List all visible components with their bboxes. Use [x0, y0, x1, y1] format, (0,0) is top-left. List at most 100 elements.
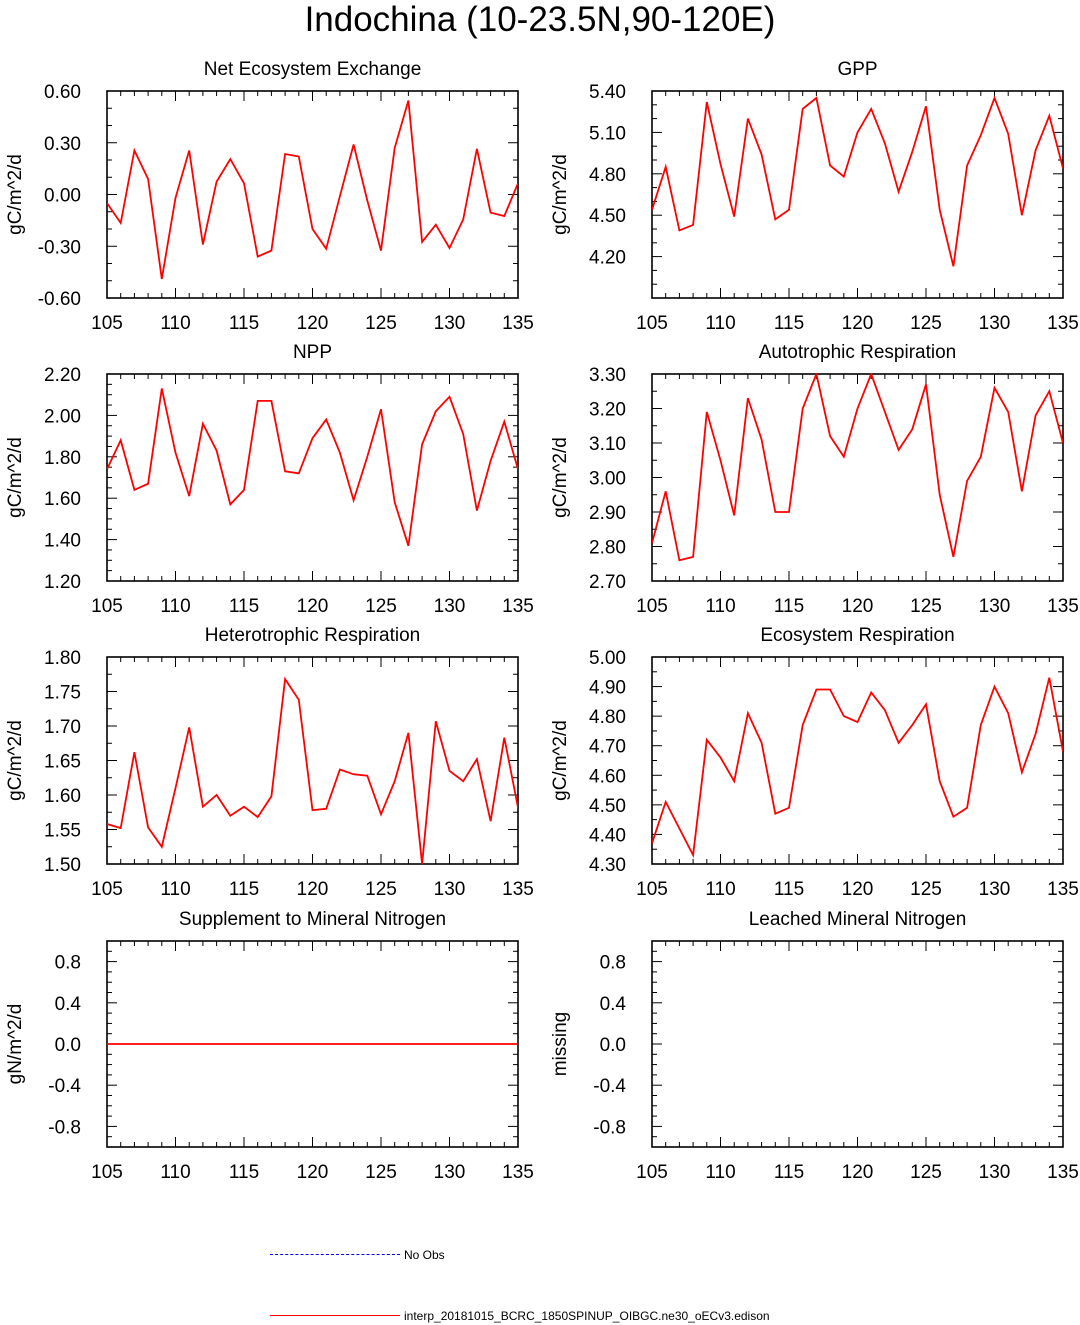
- panel-title: Autotrophic Respiration: [759, 342, 957, 363]
- x-tick-label: 125: [910, 596, 942, 617]
- y-tick-label: 5.40: [589, 82, 626, 103]
- chart-panel: Ecosystem Respiration 105 110 115 120 125 130 1…: [550, 625, 1079, 900]
- y-tick-label: 0.00: [44, 186, 81, 207]
- y-tick-label: 4.30: [589, 855, 626, 876]
- x-tick-label: 130: [979, 1162, 1011, 1183]
- y-tick-label: 0.0: [600, 1035, 626, 1056]
- x-tick-label: 115: [774, 313, 804, 334]
- x-tick-label: 105: [636, 596, 668, 617]
- y-tick-label: 0.4: [55, 994, 82, 1015]
- plot-frame: [106, 656, 519, 865]
- x-tick-label: 135: [1047, 879, 1079, 900]
- x-tick-label: 125: [365, 1162, 397, 1183]
- y-tick-label: 3.10: [589, 434, 626, 455]
- x-tick-label: 135: [502, 1162, 534, 1183]
- y-tick-label: -0.8: [593, 1117, 626, 1138]
- plot-frame: [106, 373, 519, 582]
- x-tick-label: 135: [1047, 313, 1079, 334]
- x-tick-label: 130: [434, 596, 466, 617]
- x-tick-label: 105: [636, 1162, 668, 1183]
- x-tick-label: 120: [842, 1162, 874, 1183]
- y-tick-label: 1.65: [44, 752, 81, 773]
- y-tick-label: 1.80: [44, 448, 81, 469]
- x-tick-label: 120: [842, 313, 874, 334]
- y-tick-label: 2.00: [44, 406, 81, 427]
- chart-panel: GPP 105 110 115 120 125 130 135 4.20 4.50 4.80 5.10…: [550, 59, 1079, 334]
- y-tick-label: 4.70: [589, 737, 626, 758]
- chart-panel: Net Ecosystem Exchange 105 110 115 120 125 130…: [5, 59, 534, 334]
- panel-title: GPP: [837, 59, 877, 80]
- x-tick-label: 120: [842, 596, 874, 617]
- plot-frame: [651, 90, 1064, 299]
- chart-panel: Supplement to Mineral Nitrogen 105 110 115 1…: [5, 909, 534, 1183]
- legend-model-label: interp_20181015_BCRC_1850SPINUP_OIBGC.ne…: [404, 1309, 770, 1323]
- y-tick-label: 0.8: [55, 953, 81, 974]
- y-tick-label: -0.4: [593, 1076, 626, 1097]
- y-axis-label: missing: [550, 1012, 571, 1076]
- x-tick-label: 130: [979, 313, 1011, 334]
- x-tick-label: 130: [979, 596, 1011, 617]
- y-tick-label: 3.00: [589, 469, 626, 490]
- y-tick-label: 4.20: [589, 248, 626, 269]
- y-axis-label: gC/m^2/d: [550, 720, 571, 801]
- panel-title: Leached Mineral Nitrogen: [749, 909, 967, 930]
- panel-title: Net Ecosystem Exchange: [204, 59, 422, 80]
- x-tick-label: 110: [705, 1162, 735, 1183]
- series-line: [652, 95, 1063, 267]
- x-tick-label: 135: [1047, 1162, 1079, 1183]
- y-tick-label: 3.20: [589, 400, 626, 421]
- y-tick-label: 1.55: [44, 821, 81, 842]
- x-tick-label: 125: [365, 313, 397, 334]
- y-tick-label: 4.90: [589, 678, 626, 699]
- y-tick-label: -0.60: [38, 289, 81, 310]
- y-tick-label: -0.30: [38, 237, 81, 258]
- series-line: [107, 676, 518, 865]
- y-tick-label: 4.40: [589, 825, 626, 846]
- y-axis-label: gC/m^2/d: [5, 154, 26, 235]
- x-tick-label: 130: [434, 879, 466, 900]
- series-line: [107, 388, 518, 547]
- x-tick-label: 125: [910, 879, 942, 900]
- x-tick-label: 115: [774, 596, 804, 617]
- y-tick-label: 0.0: [55, 1035, 81, 1056]
- x-tick-label: 110: [705, 313, 735, 334]
- x-tick-label: 110: [705, 596, 735, 617]
- y-tick-label: 4.80: [589, 165, 626, 186]
- y-axis-label: gC/m^2/d: [5, 437, 26, 518]
- x-tick-label: 120: [842, 879, 874, 900]
- y-tick-label: 4.50: [589, 796, 626, 817]
- panel-title: Heterotrophic Respiration: [205, 625, 420, 646]
- x-tick-label: 105: [91, 313, 123, 334]
- x-tick-label: 115: [229, 313, 259, 334]
- y-tick-label: 1.60: [44, 489, 81, 510]
- y-tick-label: 0.60: [44, 82, 81, 103]
- x-tick-label: 120: [297, 1162, 329, 1183]
- legend-obs-line: [270, 1254, 400, 1255]
- plot-frame: [651, 656, 1064, 865]
- x-tick-label: 105: [636, 879, 668, 900]
- series-line: [107, 100, 518, 280]
- panel-title: Supplement to Mineral Nitrogen: [179, 909, 446, 930]
- panel-title: Ecosystem Respiration: [760, 625, 954, 646]
- x-tick-label: 110: [160, 596, 190, 617]
- x-tick-label: 115: [229, 879, 259, 900]
- x-tick-label: 115: [774, 879, 804, 900]
- x-tick-label: 120: [297, 313, 329, 334]
- y-axis-label: gC/m^2/d: [550, 154, 571, 235]
- chart-panel: Heterotrophic Respiration 105 110 115 120 125…: [5, 625, 534, 900]
- y-tick-label: 2.70: [589, 572, 626, 593]
- x-tick-label: 135: [502, 879, 534, 900]
- y-tick-label: 1.60: [44, 786, 81, 807]
- y-tick-label: 3.30: [589, 365, 626, 386]
- x-tick-label: 105: [636, 313, 668, 334]
- x-tick-label: 135: [502, 313, 534, 334]
- y-tick-label: 5.10: [589, 123, 626, 144]
- x-tick-label: 115: [774, 1162, 804, 1183]
- y-tick-label: 0.4: [600, 994, 627, 1015]
- x-tick-label: 110: [160, 313, 190, 334]
- series-line: [652, 373, 1063, 562]
- legend-obs-label: No Obs: [404, 1248, 445, 1262]
- y-tick-label: 4.60: [589, 766, 626, 787]
- legend-model-line: [270, 1315, 400, 1316]
